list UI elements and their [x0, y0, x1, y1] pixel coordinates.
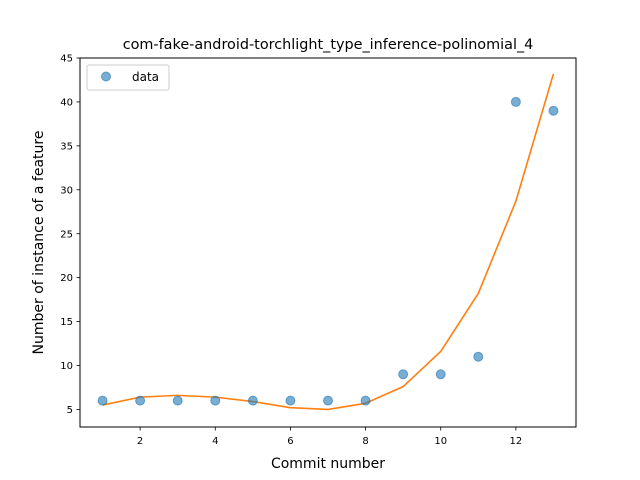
data-point	[172, 395, 183, 406]
y-axis-title: Number of instance of a feature	[31, 131, 47, 355]
y-tick-label: 15	[60, 317, 73, 328]
y-axis: 5 10 15 20 25 30 35 40 45	[60, 54, 80, 416]
x-axis: 2 4 6 8 10 12	[137, 427, 522, 447]
legend-box	[86, 64, 170, 91]
y-tick-label: 30	[60, 185, 73, 196]
y-tick-label: 45	[60, 54, 73, 65]
data-point	[548, 105, 559, 116]
data-point	[323, 395, 333, 406]
y-tick-label: 5	[67, 405, 73, 416]
x-tick-label: 4	[212, 436, 218, 447]
fit-curve	[102, 73, 555, 411]
data-point	[510, 96, 521, 107]
data-point	[285, 395, 296, 406]
y-tick-label: 25	[60, 229, 73, 240]
chart-title: com-fake-android-torchlight_type_inferen…	[123, 37, 534, 53]
y-tick-label: 20	[60, 273, 73, 284]
data-point	[135, 395, 146, 406]
x-tick-label: 6	[287, 436, 293, 447]
data-point	[210, 395, 221, 406]
y-tick-label: 35	[60, 141, 73, 152]
legend-label-data: data	[132, 70, 159, 84]
x-tick-label: 2	[137, 436, 143, 447]
data-point	[97, 395, 108, 406]
plot-area	[97, 73, 559, 411]
x-tick-label: 10	[434, 436, 447, 447]
data-point	[473, 351, 484, 362]
x-axis-title: Commit number	[271, 456, 385, 472]
data-point	[435, 369, 446, 380]
x-tick-label: 8	[362, 436, 368, 447]
x-tick-label: 12	[510, 436, 523, 447]
legend-marker-data	[101, 71, 111, 82]
y-tick-label: 40	[60, 98, 73, 109]
y-tick-label: 10	[60, 361, 73, 372]
data-point	[398, 369, 409, 380]
legend: data	[86, 64, 170, 91]
data-point	[247, 395, 258, 406]
plot-frame	[79, 57, 577, 428]
data-point	[360, 395, 371, 406]
